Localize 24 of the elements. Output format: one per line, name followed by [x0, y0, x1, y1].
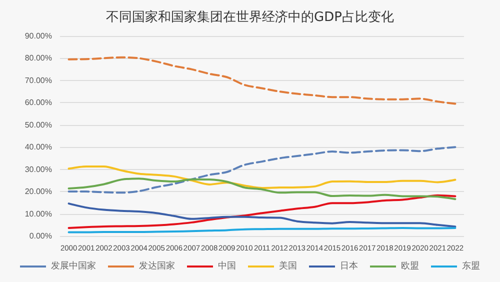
y-tick-label: 70.00% [24, 76, 52, 85]
line-series [68, 56, 456, 105]
y-tick-label: 40.00% [24, 142, 52, 152]
legend-label: 欧盟 [401, 260, 419, 272]
y-tick-label: 90.00% [24, 32, 52, 40]
y-tick-label: 30.00% [24, 164, 52, 174]
legend-label: 日本 [340, 260, 358, 272]
legend-label: 东盟 [462, 260, 480, 272]
chart-title: 不同国家和国家集团在世界经济中的GDP占比变化 [106, 9, 394, 25]
legend-label: 美国 [279, 260, 297, 272]
y-tick-label: 80.00% [24, 54, 52, 63]
line-series [68, 194, 456, 229]
legend-label: 发达国家 [139, 260, 175, 272]
line-series [68, 178, 456, 200]
y-tick-label: 10.00% [24, 209, 52, 218]
line-series [68, 202, 456, 228]
y-tick-label: 0.00% [29, 232, 52, 240]
y-tick-label: 60.00% [24, 98, 52, 108]
legend-label: 发展中国家 [51, 260, 96, 272]
line-series [68, 165, 456, 189]
legend-label: 中国 [218, 260, 236, 272]
y-tick-label: 20.00% [24, 187, 52, 196]
y-tick-label: 50.00% [24, 120, 52, 130]
line-series [68, 146, 456, 194]
